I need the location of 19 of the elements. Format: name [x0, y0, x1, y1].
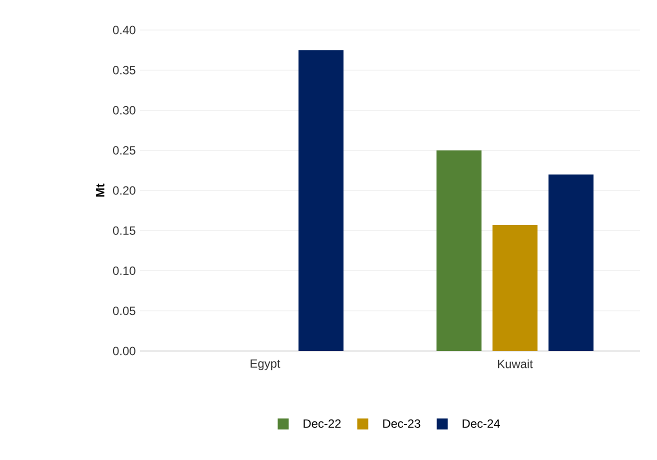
y-tick-label: 0.30: [113, 106, 136, 114]
legend-label: Dec-24: [462, 419, 500, 428]
y-axis-title: Mt: [96, 184, 104, 197]
y-tick-label: 0.05: [113, 306, 136, 316]
legend-label: Dec-23: [383, 419, 420, 428]
x-tick-label: Egypt: [250, 359, 280, 370]
legend-label: Dec-22: [304, 419, 341, 428]
bar: [548, 174, 594, 351]
y-tick-label: 0.10: [113, 266, 136, 275]
y-tick-label: 0.15: [113, 226, 136, 235]
bar: [436, 150, 482, 351]
bar: [298, 50, 344, 351]
y-tick-label: 0.00: [113, 346, 136, 356]
y-tick-label: 0.35: [113, 66, 136, 74]
x-tick-label: Kuwait: [498, 359, 533, 368]
y-tick-label: 0.25: [113, 146, 136, 155]
y-tick-label: 0.40: [113, 26, 136, 34]
bar: [492, 225, 538, 351]
y-tick-label: 0.20: [113, 186, 136, 195]
